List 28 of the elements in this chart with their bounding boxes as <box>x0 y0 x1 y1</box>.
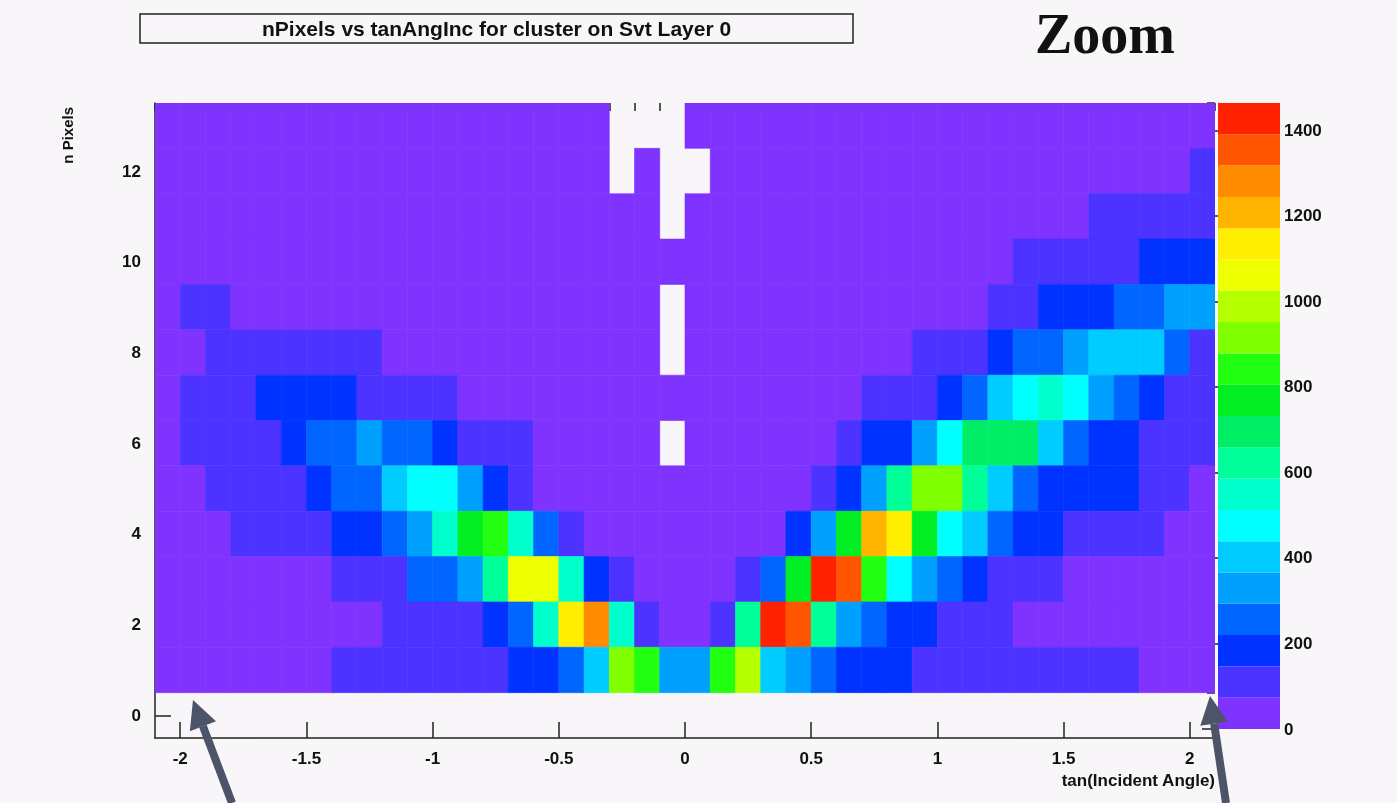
x-tick-label: -1.5 <box>291 749 322 768</box>
color-bar-label: 1000 <box>1284 291 1322 311</box>
color-bar-label: 1200 <box>1284 206 1322 226</box>
color-bar-label: 1400 <box>1284 120 1322 140</box>
color-bar-label: 800 <box>1284 377 1313 397</box>
x-tick-label: 1.5 <box>1051 749 1076 768</box>
color-bar-label: 200 <box>1284 633 1313 653</box>
y-tick-label: 6 <box>131 433 141 453</box>
color-bar-label: 400 <box>1284 548 1313 568</box>
x-tick-label: 1 <box>932 749 943 768</box>
x-axis-title: tan(Incident Angle) <box>1061 771 1215 790</box>
color-bar-label: 600 <box>1284 462 1313 482</box>
y-axis-title: n Pixels <box>59 107 76 164</box>
x-tick-label: -2 <box>172 749 188 768</box>
y-tick-label: 12 <box>122 161 141 181</box>
y-tick-label: 10 <box>122 252 141 272</box>
x-tick-label: -0.5 <box>544 749 574 768</box>
color-bar-label: 0 <box>1284 719 1294 739</box>
x-tick-label: 2 <box>1185 749 1195 768</box>
y-tick-label: 2 <box>131 615 141 635</box>
y-tick-label: 4 <box>131 524 142 544</box>
x-tick-label: 0.5 <box>799 749 824 768</box>
x-tick-label: -1 <box>425 749 441 768</box>
text: Zoom <box>1035 3 1175 65</box>
x-tick-label: 0 <box>680 749 690 768</box>
chart-title: nPixels vs tanAngInc for cluster on Svt Layer 0 <box>262 17 732 40</box>
y-tick-label: 0 <box>131 705 141 725</box>
y-tick-label: 8 <box>131 342 141 362</box>
